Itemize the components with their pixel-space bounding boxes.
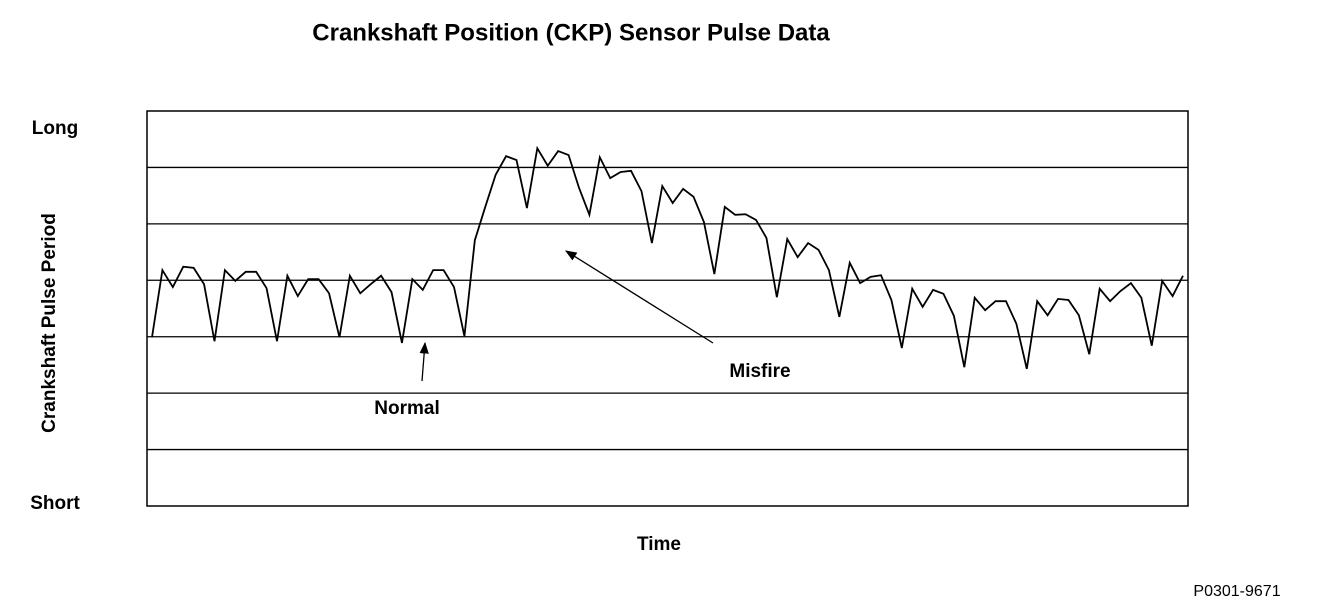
data-line	[151, 145, 1184, 370]
annotation: Misfire	[729, 361, 790, 382]
y-tick-label: Long	[32, 118, 78, 139]
annotation-arrow	[419, 341, 429, 382]
chart-title: Crankshaft Position (CKP) Sensor Pulse D…	[312, 19, 830, 46]
plot-frame	[146, 110, 1189, 507]
annotation-arrow	[565, 250, 714, 344]
y-tick-label: Short	[30, 493, 80, 514]
x-axis-label: Time	[637, 534, 681, 555]
y-axis-label: Crankshaft Pulse Period	[39, 213, 60, 433]
annotation: Normal	[374, 398, 439, 419]
figure-code: P0301-9671	[1193, 583, 1280, 600]
